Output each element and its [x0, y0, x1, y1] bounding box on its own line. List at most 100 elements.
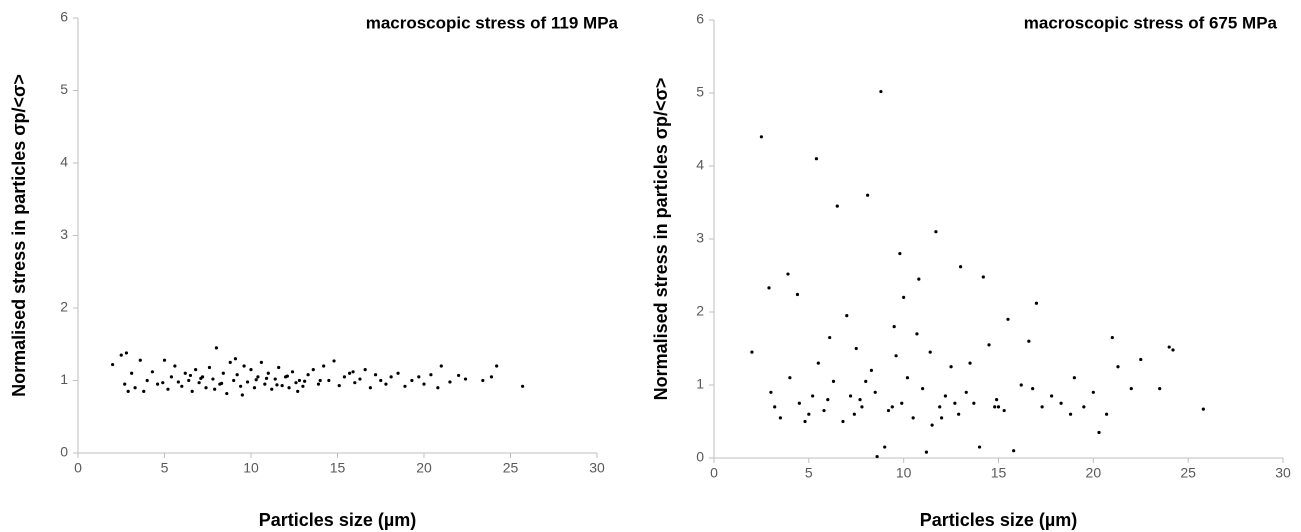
point — [311, 368, 315, 372]
point — [521, 384, 525, 388]
point — [285, 374, 289, 378]
point — [915, 332, 919, 336]
point — [1158, 387, 1162, 391]
point — [852, 412, 856, 416]
point — [981, 275, 985, 279]
y-tick-label: 6 — [696, 11, 704, 27]
point — [351, 370, 355, 374]
point — [232, 378, 236, 383]
point — [996, 405, 1001, 409]
point — [1072, 376, 1076, 380]
x-axis-label: Particles size (µm) — [920, 510, 1077, 530]
point — [1068, 412, 1073, 416]
point — [155, 382, 160, 386]
point — [930, 423, 934, 427]
point — [890, 405, 894, 409]
point — [270, 387, 274, 391]
point — [306, 373, 310, 377]
point — [130, 371, 134, 375]
point — [750, 350, 754, 354]
point — [363, 368, 367, 372]
point — [301, 384, 305, 388]
point — [264, 376, 269, 380]
point — [788, 376, 792, 380]
point — [188, 373, 193, 378]
point — [296, 389, 300, 393]
point — [797, 401, 801, 405]
point — [457, 373, 461, 378]
point — [1059, 401, 1063, 405]
point — [111, 362, 115, 367]
x-tick-label: 20 — [1086, 465, 1102, 481]
point — [239, 384, 243, 388]
point — [225, 391, 229, 396]
point — [848, 394, 853, 398]
point — [124, 351, 129, 355]
point — [905, 376, 910, 380]
point — [858, 398, 862, 402]
point — [1027, 339, 1031, 343]
point — [373, 373, 378, 377]
point — [864, 379, 868, 383]
point — [769, 390, 773, 394]
point — [898, 252, 902, 256]
point — [841, 419, 845, 424]
point — [287, 386, 291, 390]
x-tick-label: 0 — [74, 460, 82, 476]
point — [439, 364, 443, 368]
point — [807, 412, 811, 416]
point — [987, 343, 991, 347]
point — [879, 89, 883, 94]
point — [240, 393, 244, 397]
x-tick-label: 5 — [805, 465, 813, 481]
point — [835, 204, 839, 208]
point — [384, 382, 388, 386]
point — [417, 375, 421, 379]
y-tick-label: 2 — [60, 299, 68, 315]
point — [219, 381, 224, 385]
point — [934, 230, 938, 234]
x-tick-label: 5 — [161, 460, 169, 476]
point — [949, 365, 953, 369]
point — [204, 386, 208, 390]
y-tick-label: 5 — [696, 84, 704, 100]
point — [489, 375, 494, 379]
x-axis-label: Particles size (µm) — [259, 510, 416, 530]
point — [214, 346, 218, 350]
point — [180, 384, 184, 388]
x-tick-label: 25 — [1180, 465, 1196, 481]
x-tick-label: 15 — [991, 465, 1007, 481]
point — [958, 265, 963, 269]
point — [297, 378, 302, 383]
point — [995, 398, 999, 402]
point — [972, 401, 976, 405]
point — [169, 375, 174, 379]
point — [1019, 383, 1023, 387]
point — [194, 368, 198, 372]
point — [348, 371, 352, 375]
point — [448, 380, 452, 384]
point — [883, 445, 887, 449]
point — [1116, 365, 1120, 369]
chart-title: macroscopic stress of 119 MPa — [366, 13, 619, 32]
point — [1002, 408, 1006, 413]
y-tick-label: 4 — [696, 157, 704, 173]
y-axis-label: Normalised stress in particles σp/<σ> — [9, 74, 29, 397]
point — [259, 360, 263, 364]
point — [436, 386, 440, 390]
point — [1201, 407, 1205, 411]
point — [145, 378, 149, 383]
point — [316, 382, 321, 386]
point — [277, 365, 281, 370]
point — [197, 381, 201, 385]
point — [1050, 394, 1054, 398]
point — [822, 408, 826, 413]
point — [280, 383, 284, 388]
y-tick-label: 3 — [60, 226, 68, 242]
point — [332, 359, 336, 363]
point — [213, 387, 217, 391]
point — [126, 389, 130, 393]
point — [133, 386, 137, 390]
point — [138, 358, 142, 362]
point — [860, 405, 864, 409]
